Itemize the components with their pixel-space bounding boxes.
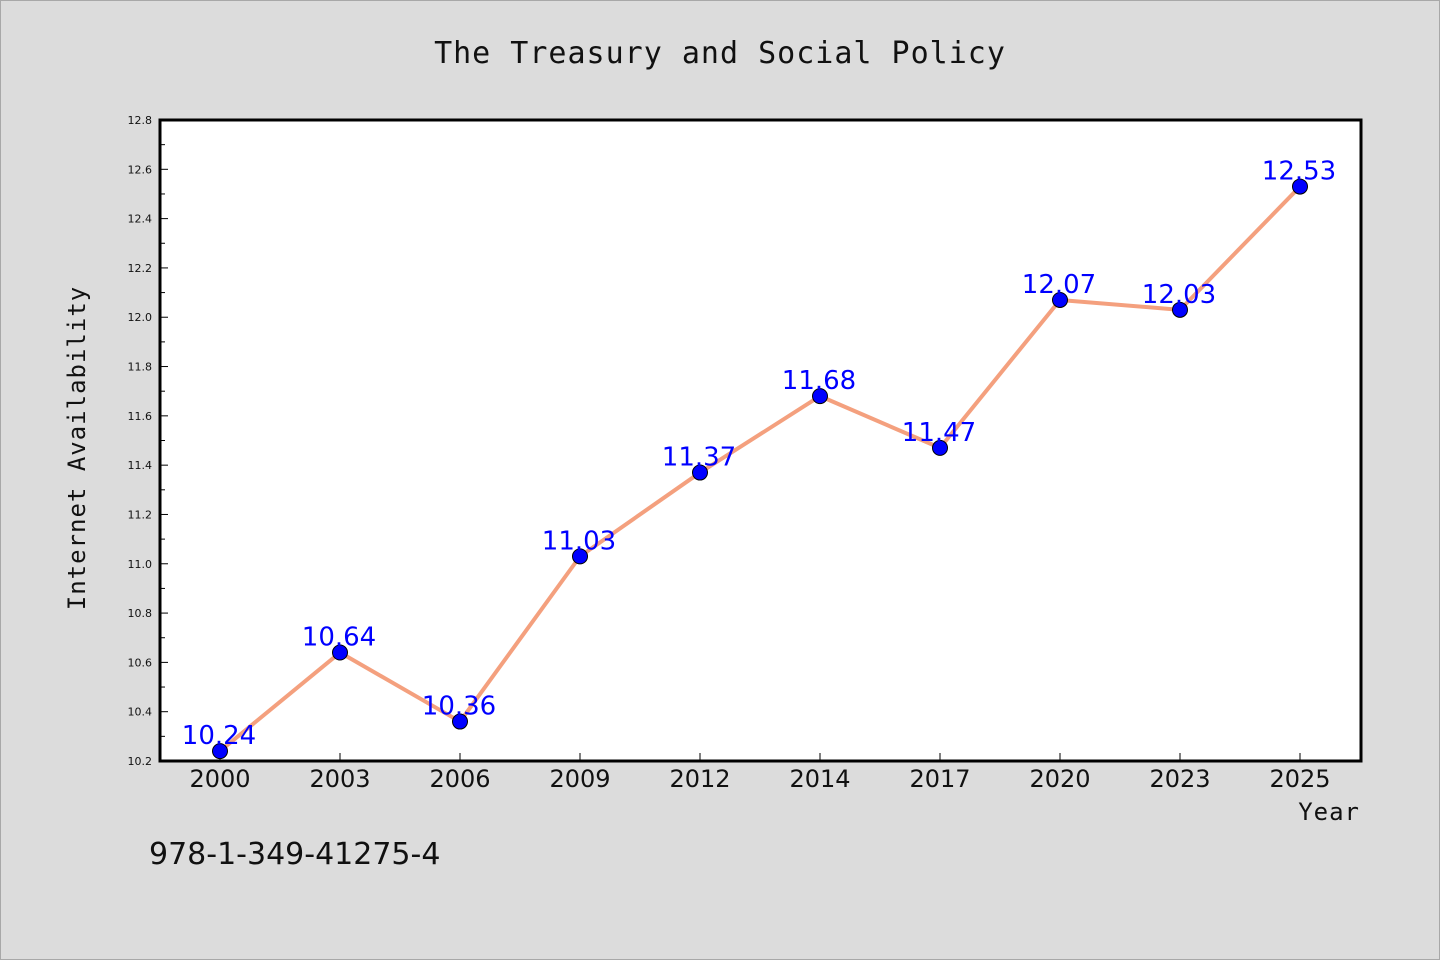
y-axis: 10.2 10.4 10.6 10.8 11.0 11.2 11.4 11.6 11.8 12.0…: [128, 114, 168, 768]
y-tick-label: 10.4: [128, 706, 153, 719]
data-point: [332, 644, 348, 661]
data-point: [452, 713, 468, 730]
data-labels: 10.24 10.64 10.36 11.03 11.37 11.68 11.47 12.07…: [182, 157, 1336, 752]
y-tick-label: 11.4: [128, 459, 153, 472]
data-point: [932, 439, 948, 456]
y-tick-label: 12.4: [128, 213, 153, 226]
plot-area: [160, 120, 1361, 761]
x-tick-label: 2000: [189, 765, 250, 793]
x-axis: 2000 2003 2006 2009 2012 2014 2017 2020 2023 2025: [189, 753, 1331, 793]
chart-title: The Treasury and Social Policy: [434, 36, 1006, 71]
data-point: [1172, 301, 1188, 318]
y-tick-label: 12.2: [128, 262, 153, 275]
data-point: [812, 388, 828, 405]
data-point: [692, 464, 708, 481]
y-tick-label: 12.0: [128, 311, 153, 324]
data-label: 10.64: [302, 623, 376, 653]
data-point: [1052, 291, 1068, 308]
data-point: [1292, 178, 1308, 195]
data-label: 11.03: [542, 526, 616, 556]
y-tick-label: 11.6: [128, 410, 153, 423]
y-tick-label: 12.6: [128, 163, 153, 176]
y-tick-label: 10.8: [128, 607, 153, 620]
data-point: [572, 548, 588, 565]
y-tick-label: 11.2: [128, 508, 153, 521]
data-label: 10.24: [182, 721, 256, 751]
x-tick-label: 2003: [309, 765, 370, 793]
x-tick-label: 2017: [909, 765, 970, 793]
x-tick-label: 2023: [1149, 765, 1210, 793]
data-label: 12.53: [1262, 157, 1336, 187]
x-tick-label: 2012: [669, 765, 730, 793]
x-axis-label: Year: [1298, 798, 1360, 826]
x-tick-label: 2006: [429, 765, 490, 793]
data-label: 10.36: [422, 692, 496, 722]
plot-border: [158, 118, 1363, 763]
data-label: 11.68: [782, 366, 856, 396]
y-tick-label: 11.8: [128, 361, 153, 374]
y-tick-label: 11.0: [128, 558, 153, 571]
x-tick-label: 2009: [549, 765, 610, 793]
y-tick-label: 12.8: [128, 114, 153, 127]
series-line: [218, 185, 1302, 753]
x-tick-label: 2020: [1029, 765, 1090, 793]
data-point: [212, 743, 228, 760]
isbn-annotation: 978-1-349-41275-4: [149, 837, 440, 872]
y-tick-label: 10.6: [128, 656, 153, 669]
x-tick-label: 2025: [1269, 765, 1330, 793]
x-tick-label: 2014: [789, 765, 850, 793]
data-label: 12.03: [1142, 280, 1216, 310]
data-label: 11.47: [902, 418, 976, 448]
y-tick-label: 10.2: [128, 755, 153, 768]
y-axis-label: Internet Availability: [63, 286, 91, 610]
data-label: 11.37: [662, 443, 736, 473]
series-markers: [212, 178, 1308, 760]
data-label: 12.07: [1022, 270, 1096, 300]
